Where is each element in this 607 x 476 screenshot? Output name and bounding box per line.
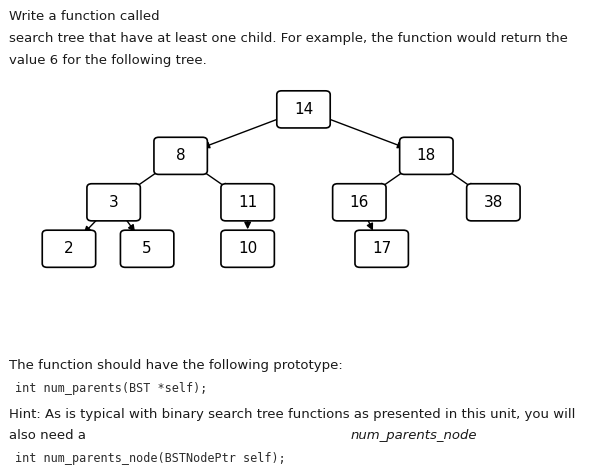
Text: 14: 14 — [294, 102, 313, 117]
Text: 38: 38 — [484, 195, 503, 210]
Text: search tree that have at least one child. For example, the function would return: search tree that have at least one child… — [9, 32, 568, 45]
Text: int num_parents_node(BSTNodePtr self);: int num_parents_node(BSTNodePtr self); — [15, 452, 286, 466]
Text: 11: 11 — [238, 195, 257, 210]
Text: 10: 10 — [238, 241, 257, 256]
FancyBboxPatch shape — [42, 230, 96, 268]
Text: 18: 18 — [417, 149, 436, 163]
FancyBboxPatch shape — [399, 137, 453, 174]
FancyBboxPatch shape — [120, 230, 174, 268]
FancyBboxPatch shape — [333, 184, 386, 221]
Text: Hint: As is typical with binary search tree functions as presented in this unit,: Hint: As is typical with binary search t… — [9, 407, 575, 421]
FancyBboxPatch shape — [277, 91, 330, 128]
Text: int num_parents(BST *self);: int num_parents(BST *self); — [15, 382, 208, 396]
Text: 8: 8 — [176, 149, 186, 163]
FancyBboxPatch shape — [87, 184, 140, 221]
FancyBboxPatch shape — [355, 230, 409, 268]
Text: 2: 2 — [64, 241, 74, 256]
FancyBboxPatch shape — [221, 184, 274, 221]
Text: Write a function called: Write a function called — [9, 10, 164, 23]
Text: 16: 16 — [350, 195, 369, 210]
Text: 3: 3 — [109, 195, 118, 210]
Text: 5: 5 — [142, 241, 152, 256]
Text: value 6 for the following tree.: value 6 for the following tree. — [9, 54, 207, 67]
FancyBboxPatch shape — [467, 184, 520, 221]
Text: The function should have the following prototype:: The function should have the following p… — [9, 359, 343, 372]
Text: 17: 17 — [372, 241, 392, 256]
Text: also need a: also need a — [9, 429, 90, 443]
FancyBboxPatch shape — [221, 230, 274, 268]
Text: num_parents_node: num_parents_node — [351, 429, 478, 443]
FancyBboxPatch shape — [154, 137, 208, 174]
